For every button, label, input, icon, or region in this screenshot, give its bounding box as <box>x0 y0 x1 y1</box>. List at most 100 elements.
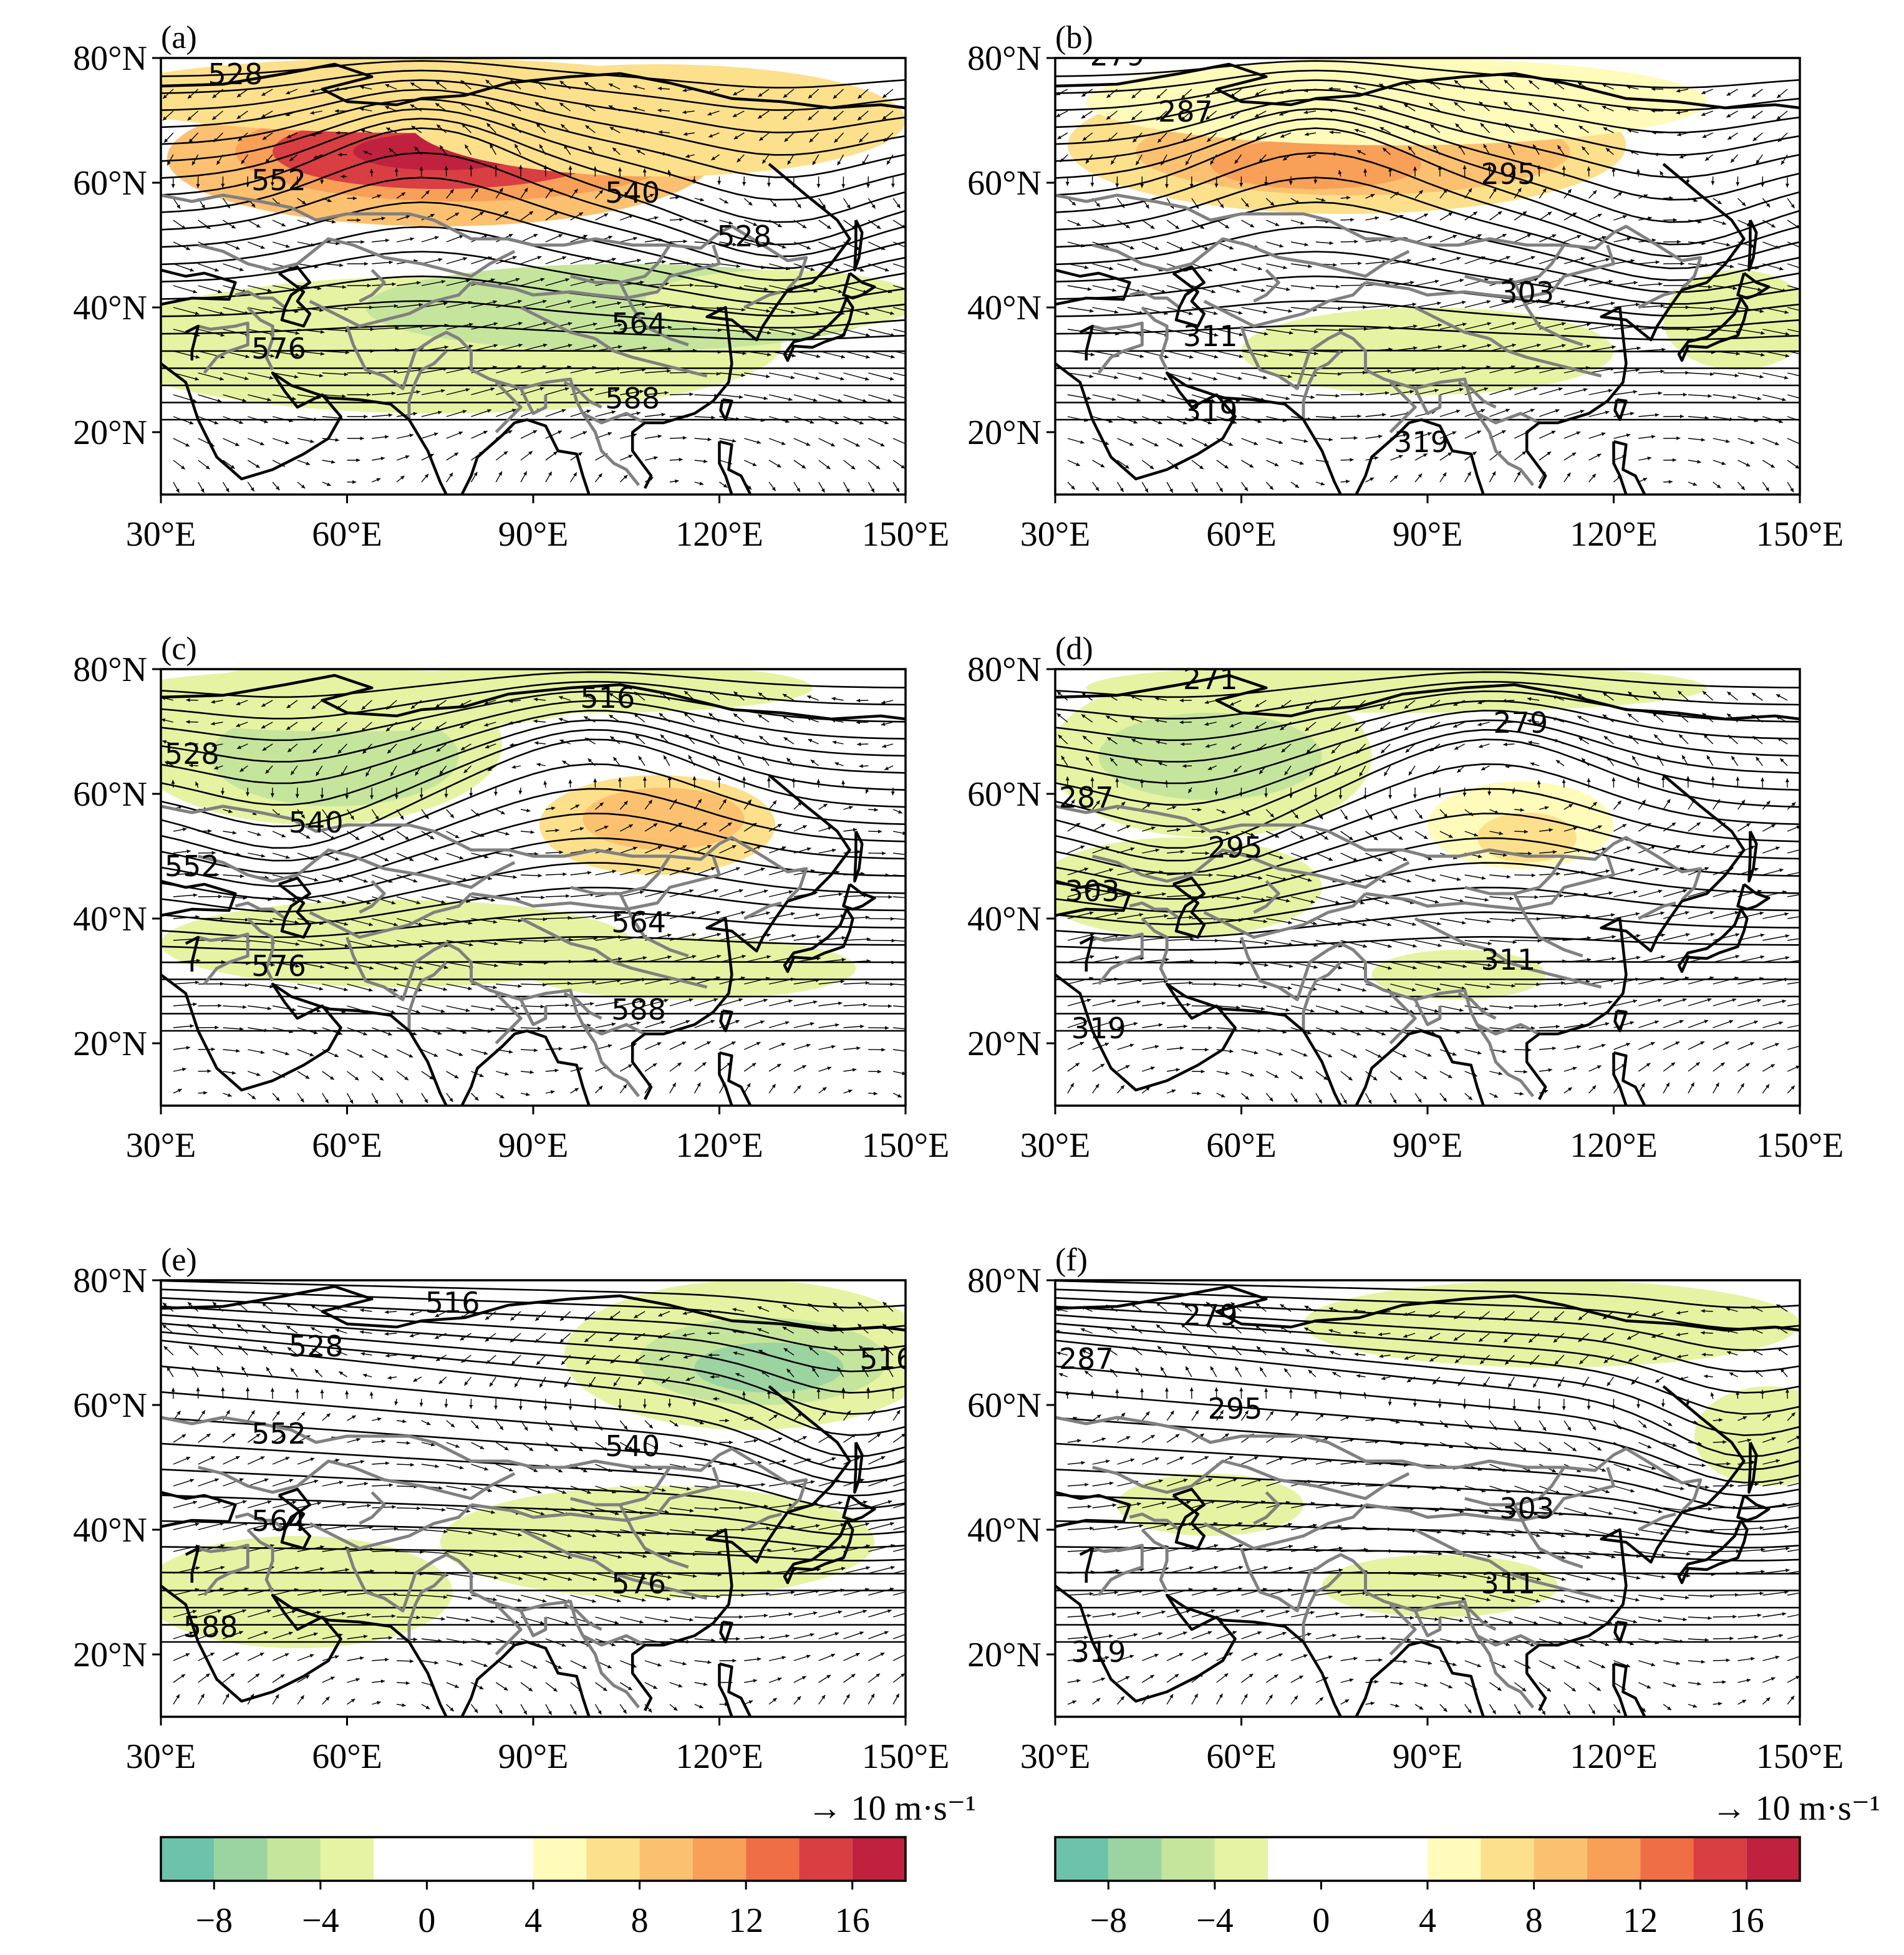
wind-vector-head <box>1552 717 1557 722</box>
wind-vector-head <box>1610 301 1615 306</box>
wind-vector-head <box>838 892 843 896</box>
wind-vector-head <box>1661 326 1666 330</box>
wind-vector-head <box>1756 756 1760 761</box>
wind-vector-head <box>1703 734 1708 739</box>
contour-label: 287 <box>1158 95 1213 128</box>
wind-vector-shaft <box>1713 977 1739 985</box>
wind-vector-head <box>236 702 241 705</box>
wind-vector-shaft <box>570 894 595 897</box>
wind-vector-head <box>1264 181 1269 186</box>
wind-vector-head <box>205 465 210 470</box>
wind-vector-head <box>319 374 324 378</box>
wind-vector-shaft <box>1241 329 1269 335</box>
wind-vector-head <box>561 408 566 413</box>
wind-vector-head <box>740 976 745 980</box>
wind-vector-shaft <box>1241 983 1267 988</box>
wind-vector-shaft <box>843 394 867 402</box>
wind-vector-head <box>1671 823 1676 826</box>
wind-vector-head <box>1567 472 1571 477</box>
wind-vector-shaft <box>1067 955 1095 963</box>
wind-vector-head <box>490 144 494 148</box>
wind-vector-head <box>1343 815 1348 820</box>
wind-vector-head <box>1552 1046 1557 1051</box>
wind-vector-head <box>1121 203 1125 208</box>
wind-vector-head <box>584 694 589 698</box>
wind-vector-head <box>363 150 367 155</box>
wind-vector-head <box>1197 808 1202 812</box>
wind-vector-head <box>1502 698 1507 703</box>
wind-vector-head <box>1487 919 1491 924</box>
wind-vector-head <box>285 1051 289 1056</box>
wind-vector-shaft <box>1092 285 1117 292</box>
wind-vector-head <box>440 1009 445 1013</box>
wind-vector-head <box>642 776 647 781</box>
wind-vector-head <box>628 455 633 458</box>
wind-vector-head <box>1635 977 1640 982</box>
wind-vector-head <box>636 411 641 415</box>
wind-vector-head <box>454 1074 459 1079</box>
wind-vector-head <box>1353 85 1358 89</box>
height-contour <box>1055 960 1800 963</box>
wind-vector-head <box>1110 758 1114 762</box>
wind-vector-head <box>1056 113 1061 117</box>
wind-vector-shaft <box>793 350 821 358</box>
wind-vector-head <box>564 145 568 150</box>
wind-vector-head <box>887 289 892 294</box>
wind-vector-head <box>1751 115 1756 119</box>
wind-vector-head <box>291 771 295 775</box>
wind-vector-head <box>339 879 343 882</box>
wind-vector-head <box>1660 369 1665 374</box>
wind-vector-head <box>559 102 564 107</box>
wind-vector-head <box>708 713 713 717</box>
wind-vector-head <box>558 718 563 722</box>
height-contour <box>1055 710 1800 784</box>
wind-vector-shaft <box>893 918 906 920</box>
wind-vector-head <box>261 92 266 96</box>
wind-vector-head <box>802 1065 806 1069</box>
wind-vector-head <box>717 776 722 780</box>
wind-vector-head <box>513 875 517 879</box>
wind-vector-head <box>634 692 639 696</box>
island-coastline <box>1677 908 1749 973</box>
wind-vector-head <box>1537 165 1541 170</box>
wind-vector-head <box>916 354 920 358</box>
wind-vector-head <box>1387 369 1391 374</box>
wind-vector-head <box>1405 125 1409 130</box>
wind-vector-head <box>1108 1021 1113 1025</box>
wind-vector-head <box>267 1006 272 1011</box>
wind-vector-head <box>1300 221 1305 225</box>
wind-vector-head <box>1636 776 1641 781</box>
wind-vector-head <box>286 112 290 117</box>
wind-vector-shaft <box>893 1049 906 1052</box>
wind-vector-head <box>1587 167 1591 171</box>
wind-vector-shaft <box>372 305 399 308</box>
country-border <box>1457 380 1497 409</box>
wind-vector-head <box>1346 480 1350 484</box>
wind-vector-shaft <box>768 372 795 379</box>
wind-vector-head <box>737 158 741 163</box>
wind-vector-head <box>1477 700 1482 705</box>
wind-vector-head <box>1605 258 1610 262</box>
wind-vector-head <box>443 301 448 306</box>
wind-vector-shaft <box>1340 896 1365 904</box>
wind-vector-head <box>884 766 889 770</box>
wind-vector-head <box>1602 84 1607 88</box>
wind-vector-shaft <box>1241 307 1268 314</box>
wind-vector-head <box>1162 892 1166 896</box>
wind-vector-head <box>736 264 741 268</box>
wind-vector-head <box>410 82 415 87</box>
wind-vector-head <box>609 84 613 87</box>
wind-vector-head <box>459 856 464 860</box>
wind-vector-head <box>218 1003 222 1008</box>
wind-vector-head <box>912 398 917 402</box>
wind-vector-head <box>1288 964 1293 968</box>
wind-vector-shaft <box>868 394 892 402</box>
wind-vector-head <box>568 165 573 170</box>
wind-vector-head <box>1264 332 1269 336</box>
wind-vector-head <box>1434 900 1439 904</box>
wind-vector-head <box>374 1099 378 1104</box>
height-contour <box>161 349 906 353</box>
wind-vector-head <box>1580 257 1585 261</box>
wind-vector-head <box>1385 1010 1389 1014</box>
